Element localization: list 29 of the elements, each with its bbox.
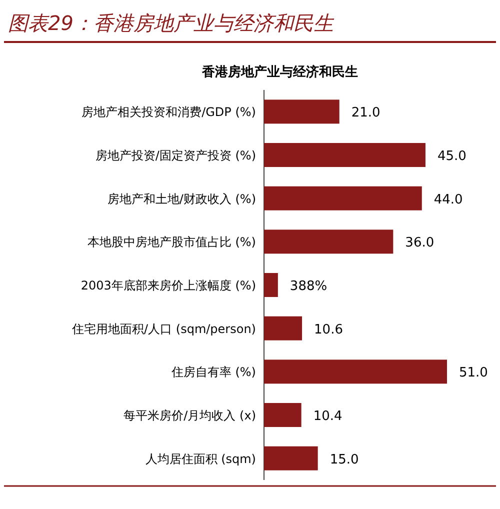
data-label: 388% bbox=[290, 279, 328, 294]
data-label: 21.0 bbox=[351, 106, 380, 121]
y-tick-label: 每平米房价/月均收入 (x) bbox=[124, 408, 256, 422]
chart-subtitle: 香港房地产业与经济和民生 bbox=[201, 64, 358, 80]
title: 图表29：香港房地产业与经济和民生 bbox=[8, 11, 334, 35]
data-label: 45.0 bbox=[437, 149, 466, 164]
y-tick-label: 房地产投资/固定资产投资 (%) bbox=[95, 148, 256, 162]
bar bbox=[264, 446, 318, 470]
bar bbox=[264, 100, 340, 124]
data-label: 10.4 bbox=[313, 409, 342, 424]
bar bbox=[264, 316, 302, 340]
bar bbox=[264, 403, 302, 427]
data-label: 36.0 bbox=[405, 236, 434, 251]
y-tick-label: 人均居住面积 (sqm) bbox=[145, 452, 256, 466]
bar bbox=[264, 186, 422, 210]
bar bbox=[264, 230, 394, 254]
y-tick-label: 2003年底部来房价上涨幅度 (%) bbox=[80, 278, 256, 292]
y-tick-label: 房地产和土地/财政收入 (%) bbox=[107, 192, 256, 206]
data-label: 44.0 bbox=[434, 192, 463, 208]
y-tick-label: 住房自有率 (%) bbox=[170, 365, 256, 380]
bar bbox=[264, 360, 447, 384]
y-tick-label: 本地股中房地产股市值占比 (%) bbox=[87, 235, 256, 250]
data-label: 51.0 bbox=[459, 366, 488, 381]
y-tick-label: 房地产相关投资和消费/GDP (%) bbox=[82, 105, 256, 120]
bar bbox=[264, 143, 426, 167]
y-tick-label: 住宅用地面积/人口 (sqm/person) bbox=[71, 322, 256, 336]
data-label: 15.0 bbox=[330, 452, 359, 468]
bar bbox=[264, 273, 278, 297]
data-label: 10.6 bbox=[314, 322, 343, 338]
